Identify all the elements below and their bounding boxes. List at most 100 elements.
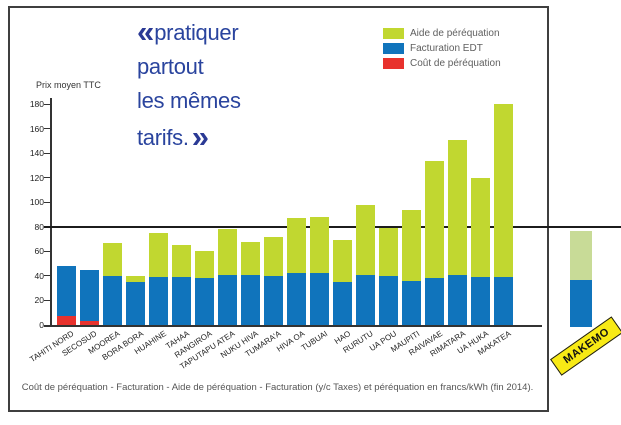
legend-swatch: [383, 43, 404, 54]
legend-swatch: [383, 28, 404, 39]
bar-maupiti: [402, 209, 421, 325]
bar-segment: [103, 275, 122, 325]
bar-segment: [264, 275, 283, 325]
y-tick-label: 20: [34, 295, 44, 306]
title-text: tarifs.: [137, 125, 189, 150]
y-tick-mark: [44, 275, 50, 277]
legend-item: Aide de péréquation: [383, 26, 501, 41]
chart-title: «pratiquer partout les mêmes tarifs.»: [137, 13, 297, 155]
bar-segment: [80, 321, 99, 325]
bar-huahine: [149, 232, 168, 325]
bar-bora-bora: [126, 275, 145, 325]
y-tick-mark: [44, 250, 50, 252]
bar-segment: [570, 280, 592, 327]
y-tick-label: 140: [29, 148, 44, 159]
bar-ua-huka: [471, 177, 490, 325]
y-tick-label: 0: [39, 320, 44, 330]
bar-segment: [126, 282, 145, 325]
bar-segment: [80, 269, 99, 322]
bar-segment: [264, 236, 283, 276]
y-tick-label: 80: [34, 221, 44, 232]
y-tick-label: 40: [34, 270, 44, 281]
bar-segment: [494, 277, 513, 325]
bar-nuku-hiva: [241, 241, 260, 325]
bar-segment: [379, 228, 398, 276]
bar-hiva-oa: [287, 218, 306, 325]
bar-segment: [195, 251, 214, 279]
reference-line: [44, 225, 621, 228]
y-axis-line: [50, 98, 52, 326]
bar-segment: [570, 231, 592, 281]
open-quote-icon: «: [137, 14, 154, 49]
bar-segment: [356, 204, 375, 275]
bar-segment: [126, 275, 145, 283]
bar-rangiroa: [195, 251, 214, 325]
bar-segment: [310, 273, 329, 325]
bar-segment: [471, 177, 490, 278]
bar-segment: [195, 278, 214, 325]
bar-segment: [149, 232, 168, 278]
bar-segment: [172, 245, 191, 278]
bar-taputapu-atea: [218, 229, 237, 325]
title-line: partout: [137, 54, 204, 79]
title-text: pratiquer: [154, 20, 239, 45]
bar-rurutu: [356, 204, 375, 325]
bar-segment: [287, 273, 306, 325]
bar-segment: [425, 160, 444, 279]
legend-label: Aide de péréquation: [410, 28, 500, 39]
legend-item: Coût de péréquation: [383, 56, 501, 71]
bar-segment: [287, 218, 306, 274]
bar-segment: [172, 277, 191, 325]
bar-segment: [448, 274, 467, 325]
bar-rimatara: [448, 139, 467, 325]
y-tick-label: 160: [29, 123, 44, 134]
legend: Aide de péréquation Facturation EDT Coût d…: [383, 26, 501, 71]
bar-segment: [333, 240, 352, 283]
bar-segment: [218, 274, 237, 325]
bar-segment: [57, 316, 76, 325]
bar-segment: [57, 266, 76, 317]
bar-segment: [333, 282, 352, 325]
bar-ua-pou: [379, 228, 398, 325]
bar-segment: [241, 241, 260, 275]
bar-segment: [103, 242, 122, 276]
title-line: tarifs.»: [137, 118, 297, 155]
y-tick-mark: [44, 103, 50, 105]
y-tick-mark: [44, 152, 50, 154]
x-axis-line: [44, 325, 542, 327]
bar-segment: [448, 139, 467, 275]
chart-caption: Coût de péréquation - Facturation - Aide…: [21, 382, 534, 393]
legend-label: Coût de péréquation: [410, 58, 501, 69]
bar-tubuai: [310, 216, 329, 325]
bar-segment: [402, 280, 421, 325]
y-tick-mark: [44, 299, 50, 301]
bar-moorea: [103, 242, 122, 325]
y-axis-title: Prix moyen TTC: [36, 80, 101, 90]
y-tick-mark: [44, 128, 50, 130]
title-line: les mêmes: [137, 88, 241, 113]
bar-segment: [494, 104, 513, 278]
bar-tahiti-nord: [57, 266, 76, 325]
y-tick-label: 120: [29, 172, 44, 183]
bar-segment: [310, 216, 329, 274]
bar-segment: [471, 277, 490, 325]
bar-segment: [149, 277, 168, 325]
y-tick-mark: [44, 177, 50, 179]
bar-tahaa: [172, 245, 191, 325]
bar-segment: [379, 275, 398, 325]
y-tick-label: 60: [34, 246, 44, 257]
bar-raivavae: [425, 160, 444, 325]
bar-makatea: [494, 104, 513, 325]
bar-tumara-a: [264, 236, 283, 325]
bar-segment: [425, 278, 444, 325]
bar-segment: [241, 274, 260, 325]
bar-segment: [402, 209, 421, 281]
bar-hao: [333, 240, 352, 325]
title-line: «pratiquer: [137, 13, 297, 50]
legend-swatch: [383, 58, 404, 69]
y-tick-label: 100: [29, 197, 44, 208]
y-tick-mark: [44, 324, 50, 326]
y-tick-mark: [44, 201, 50, 203]
bar-segment: [356, 274, 375, 325]
